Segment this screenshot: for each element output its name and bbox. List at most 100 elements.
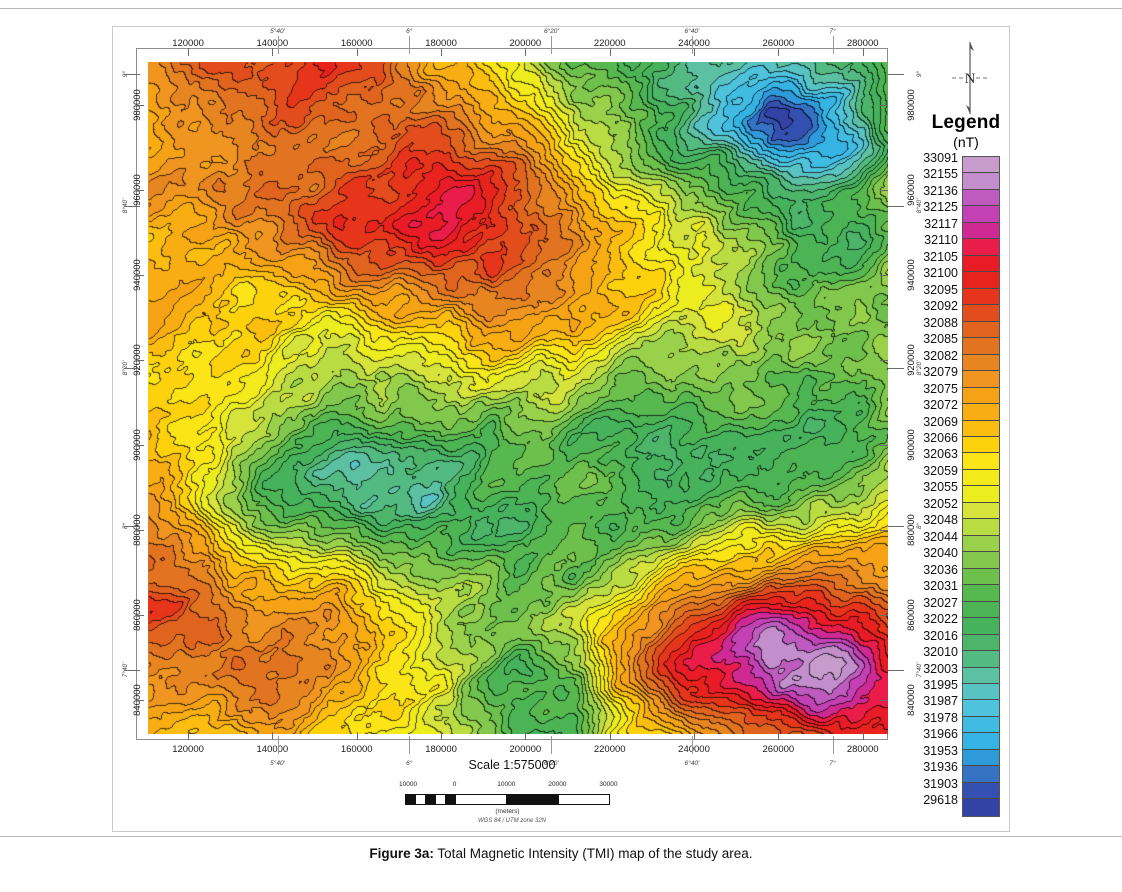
legend-swatch (963, 519, 999, 536)
map-scale-text: Scale 1:575000 (468, 758, 556, 772)
legend-color-bar[interactable] (962, 156, 1000, 817)
tmi-raster-map[interactable] (148, 62, 888, 734)
x-axis-tick-label: 200000 (509, 744, 542, 755)
y-axis-degree-tick-right (888, 525, 904, 527)
x-axis-tick-label: 180000 (425, 38, 457, 49)
legend-value: 32048 (923, 513, 958, 528)
legend-swatch (963, 404, 999, 421)
x-axis-degree-tick-top (691, 36, 693, 54)
legend-value: 32095 (923, 282, 958, 297)
x-axis-degree-tick-bottom (277, 736, 279, 754)
legend-value: 32027 (923, 595, 958, 610)
legend-value: 31953 (923, 743, 958, 758)
scale-bar-labels: 10000 0 10000 20000 30000 (399, 781, 617, 792)
scale-bar-segment (558, 795, 610, 804)
legend-swatch (963, 618, 999, 635)
legend-value: 32082 (923, 348, 958, 363)
caption-text: Total Magnetic Intensity (TMI) map of th… (433, 846, 753, 861)
x-axis-tick-bottom (525, 732, 527, 740)
legend-value: 32088 (923, 315, 958, 330)
legend-value: 32036 (923, 562, 958, 577)
x-axis-degree-tick-bottom (832, 736, 834, 754)
y-axis-degree-tick-left (124, 670, 140, 672)
x-axis-degree-label: 6°40' (684, 760, 700, 767)
scale-bar: 10000 0 10000 20000 30000 (meters) (399, 781, 617, 815)
legend-swatch (963, 585, 999, 602)
legend-swatch (963, 288, 999, 306)
y-axis-tick-left (136, 614, 144, 616)
y-axis-tick-left (136, 444, 144, 446)
legend-swatch (963, 552, 999, 569)
x-axis-tick-top (356, 48, 358, 56)
scale-bar-unit: (meters) (495, 808, 520, 815)
legend-value: 31966 (923, 727, 958, 742)
x-axis-tick-bottom (609, 732, 611, 740)
figure-caption: Figure 3a: Total Magnetic Intensity (TMI… (0, 846, 1122, 861)
legend-value: 32092 (923, 299, 958, 314)
y-axis-tick-right (880, 529, 888, 531)
legend-swatch (963, 354, 999, 372)
scale-bar-segment (436, 795, 446, 804)
y-axis-degree-tick-right (888, 670, 904, 672)
x-axis-degree-label: 6° (406, 760, 413, 767)
x-axis-tick-label: 160000 (340, 38, 373, 49)
x-axis-degree-tick-bottom (551, 736, 553, 754)
legend-swatch (963, 568, 999, 586)
y-axis-tick-left (136, 274, 144, 276)
legend-swatch (963, 700, 999, 717)
x-axis-tick-top (694, 48, 696, 56)
y-axis-tick-right (880, 359, 888, 361)
legend-swatch (963, 486, 999, 503)
legend-value: 32052 (923, 496, 958, 511)
legend-value: 32059 (923, 463, 958, 478)
page-bottom-rule (0, 836, 1122, 837)
legend-value: 32063 (923, 447, 958, 462)
y-axis-tick-left (136, 529, 144, 531)
y-axis-tick-left (136, 359, 144, 361)
legend-swatch (963, 206, 999, 223)
y-axis-tick-right (880, 699, 888, 701)
scale-bar-segment (426, 795, 436, 804)
x-axis-tick-bottom (694, 732, 696, 740)
legend-swatch (963, 799, 999, 816)
scale-bar-segment (446, 795, 456, 804)
scale-bar-label: 10000 (399, 781, 418, 788)
north-arrow-icon: N (944, 36, 996, 120)
x-axis-tick-bottom (188, 732, 190, 740)
x-axis-degree-tick-top (832, 36, 834, 54)
legend-swatch (963, 272, 999, 289)
y-axis-tick-left (136, 189, 144, 191)
legend-value: 32136 (923, 183, 958, 198)
y-axis-degree-label: 9° (916, 70, 923, 78)
x-axis-degree-label: 5°40' (270, 28, 285, 35)
legend-swatch (963, 173, 999, 190)
legend-swatch (963, 305, 999, 322)
x-axis-tick-bottom (356, 732, 358, 740)
scale-bar-segment (406, 795, 416, 804)
y-axis-tick-right (880, 274, 888, 276)
legend-swatch (963, 634, 999, 652)
x-axis-degree-tick-top (277, 36, 279, 54)
x-axis-tick-label: 260000 (762, 744, 795, 755)
x-axis-tick-label: 220000 (593, 38, 626, 49)
legend-value: 32075 (923, 381, 958, 396)
legend-swatch (963, 436, 999, 454)
x-axis-degree-tick-bottom (691, 736, 693, 754)
legend-value: 32100 (923, 266, 958, 281)
x-axis-tick-label: 240000 (678, 38, 710, 49)
x-axis-degree-label: 6°40' (684, 28, 700, 35)
x-axis-degree-tick-top (551, 36, 553, 54)
legend-title: Legend (931, 112, 1001, 133)
legend-value: 29618 (923, 793, 958, 808)
legend-value: 32069 (923, 414, 958, 429)
x-axis-tick-label: 120000 (172, 38, 204, 49)
legend-value: 32085 (923, 332, 958, 347)
legend-swatch (963, 716, 999, 734)
x-axis-tick-bottom (441, 732, 443, 740)
scale-bar-label: 30000 (599, 781, 618, 788)
caption-label: Figure 3a: (369, 846, 434, 861)
x-axis-tick-label: 200000 (509, 38, 542, 49)
y-axis-tick-left (136, 699, 144, 701)
y-axis-tick-right (880, 614, 888, 616)
x-axis-tick-bottom (272, 732, 274, 740)
